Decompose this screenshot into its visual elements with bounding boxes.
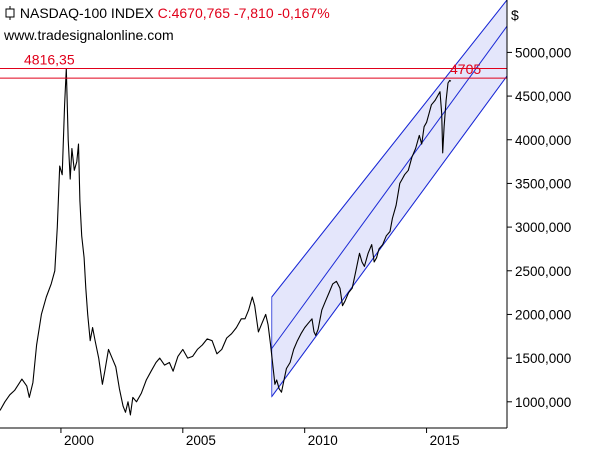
y-tick-label: 2500,000 [515,264,571,279]
y-tick-label: 2000,000 [515,307,571,322]
y-tick-label: 1500,000 [515,351,571,366]
x-tick-label: 2005 [186,433,216,448]
x-tick-label: 2010 [308,433,338,448]
x-tick-label: 2000 [64,433,94,448]
y-tick-label: 3500,000 [515,176,571,191]
chart-header: NASDAQ-100 INDEX C:4670,765 -7,810 -0,16… [4,5,330,21]
y-tick-label: 3000,000 [515,220,571,235]
trend-channel-fill [271,0,508,398]
x-tick-label: 2015 [430,433,460,448]
y-tick-label: 4000,000 [515,133,571,148]
index-name: NASDAQ-100 INDEX [19,5,154,21]
resistance-label: 4816,35 [24,51,75,67]
y-tick-label: 1000,000 [515,395,571,410]
axes [0,0,508,429]
price-change-percent: -0,167% [277,5,330,21]
price-series-line [0,67,452,416]
currency-label: $ [511,7,519,23]
y-tick-label: 4500,000 [515,89,571,104]
close-price: C:4670,765 [157,5,231,21]
x-axis-ticks: 2000 2005 2010 2015 [60,428,460,448]
y-axis-ticks: 1000,000 1500,000 2000,000 2500,000 3000,000… [507,45,571,410]
website-label: www.tradesignalonline.com [4,27,174,43]
trend-channel-upper-line [271,0,508,298]
trend-channel-middle-line [271,25,508,349]
trend-channel [271,0,508,398]
y-tick-label: 5000,000 [515,45,571,60]
resistance-label: 4705 [450,61,481,77]
resistance-lines: 4816,35 4705 [0,51,507,79]
candlestick-icon [5,6,15,20]
price-change: -7,810 [233,5,274,21]
trend-channel-lower-line [271,75,508,397]
